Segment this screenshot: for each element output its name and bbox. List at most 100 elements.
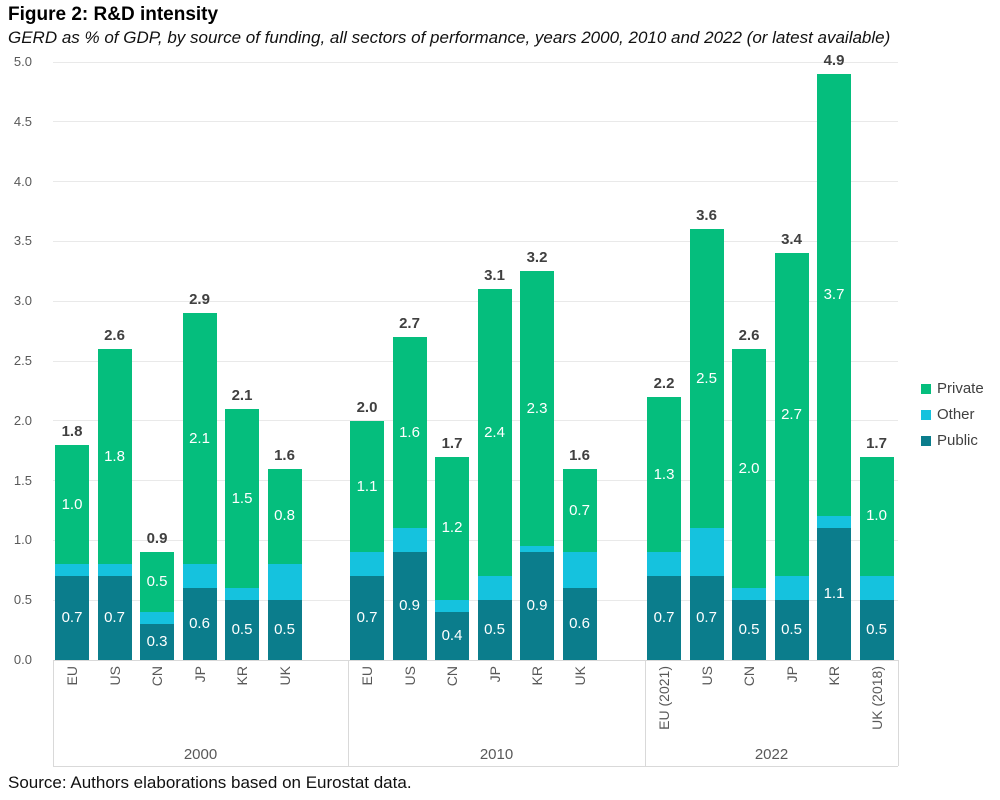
bar-private-value-label: 2.0	[738, 459, 760, 477]
bar-private-value-label: 1.3	[653, 465, 675, 483]
bar-private-value-label: 2.5	[696, 369, 717, 387]
bar-total-label: 2.7	[399, 315, 420, 333]
bar-segment-public	[562, 588, 597, 660]
bar-segment-other	[647, 552, 681, 577]
bar-private-value-label: 2.4	[484, 423, 505, 441]
country-tick-label: CN	[149, 666, 165, 687]
bar-public-value-label: 0.7	[104, 609, 125, 627]
country-tick-label: EU	[359, 666, 375, 686]
bar-public-value-label: 0.5	[738, 621, 760, 639]
bar-private-value-label: 2.1	[189, 429, 210, 447]
bar-public-value-label: 0.6	[189, 615, 210, 633]
bar-total-label: 3.2	[526, 249, 548, 267]
bar-public-value-label: 0.5	[866, 621, 887, 639]
bar-public-value-label: 1.1	[823, 585, 845, 603]
bar-private-value-label: 1.6	[399, 423, 420, 441]
y-gridline	[53, 659, 898, 661]
bar-private-value-label: 1.2	[441, 519, 463, 537]
y-tick-label: 1.5	[13, 472, 32, 488]
bar-segment-private	[562, 468, 597, 553]
group-separator	[645, 660, 646, 766]
bar-segment-public	[97, 576, 132, 660]
bar-segment-other	[267, 564, 302, 601]
bar-total-label: 1.7	[866, 434, 887, 452]
bar-segment-private	[97, 349, 132, 565]
bar-public-value-label: 0.9	[526, 597, 548, 615]
bar-public-value-label: 0.5	[274, 621, 295, 639]
bar-total-label: 0.9	[146, 530, 168, 548]
bar-segment-private	[182, 313, 217, 565]
group-separator	[53, 660, 54, 766]
bar-private-value-label: 1.0	[61, 495, 83, 513]
bar-segment-private	[55, 444, 89, 565]
bar-segment-other	[520, 546, 554, 553]
bar-segment-private	[350, 420, 384, 553]
bar-segment-private	[817, 73, 851, 517]
group-separator	[348, 660, 349, 766]
other-swatch-icon	[921, 409, 931, 420]
figure-subtitle: GERD as % of GDP, by source of funding, …	[8, 28, 891, 47]
bar-private-value-label: 1.0	[866, 507, 887, 525]
country-tick-label: JP	[191, 666, 208, 683]
bar-segment-public	[774, 600, 809, 660]
bar-private-value-label: 0.7	[569, 501, 590, 519]
y-gridline	[53, 539, 898, 541]
bar-segment-public	[267, 600, 302, 660]
bar-total-label: 1.8	[61, 422, 83, 440]
country-tick-label: CN	[444, 666, 460, 687]
y-gridline	[53, 360, 898, 362]
bar-segment-other	[477, 576, 512, 601]
y-gridline	[53, 599, 898, 601]
year-group-label: 2022	[754, 746, 789, 763]
bar-segment-public	[477, 600, 512, 660]
y-gridline	[53, 181, 898, 183]
bar-segment-public	[392, 552, 427, 660]
bar-total-label: 2.1	[231, 386, 253, 404]
bar-segment-public	[859, 600, 894, 660]
bar-public-value-label: 0.5	[231, 621, 253, 639]
y-gridline	[53, 240, 898, 242]
legend-label-other: Other	[937, 406, 975, 423]
y-tick-label: 3.0	[13, 293, 32, 309]
bar-segment-other	[182, 564, 217, 589]
y-tick-label: 5.0	[13, 54, 32, 69]
country-tick-label: US	[106, 666, 123, 686]
bar-segment-private	[267, 468, 302, 565]
country-tick-label: EU (2021)	[656, 666, 672, 730]
bar-private-value-label: 1.8	[104, 447, 125, 465]
bar-segment-other	[817, 516, 851, 529]
bar-segment-public	[732, 600, 766, 660]
bar-total-label: 3.4	[781, 231, 802, 249]
bar-segment-other	[55, 564, 89, 577]
bar-segment-private	[225, 408, 259, 589]
bar-segment-private	[140, 552, 174, 613]
bar-segment-public	[689, 576, 724, 660]
bar-segment-other	[732, 588, 766, 601]
bar-segment-public	[520, 552, 554, 660]
bar-segment-private	[520, 271, 554, 547]
bar-private-value-label: 2.3	[526, 399, 548, 417]
source-note: Source: Authors elaborations based on Eu…	[8, 773, 412, 792]
bar-segment-public	[350, 576, 384, 660]
y-gridline	[53, 61, 898, 63]
bar-segment-private	[689, 229, 724, 529]
year-group-label: 2000	[183, 746, 218, 763]
country-tick-label: UK	[571, 666, 588, 686]
bar-total-label: 2.0	[356, 398, 378, 416]
bar-segment-other	[435, 600, 469, 613]
bar-public-value-label: 0.5	[781, 621, 802, 639]
bar-segment-private	[477, 289, 512, 577]
private-swatch-icon	[921, 383, 931, 394]
legend-item-public: Public	[921, 432, 984, 449]
bar-private-value-label: 1.1	[356, 477, 378, 495]
bar-public-value-label: 0.7	[653, 609, 675, 627]
bar-segment-other	[350, 552, 384, 577]
legend-label-public: Public	[937, 432, 978, 449]
country-tick-label: KR	[826, 666, 842, 686]
bar-public-value-label: 0.6	[569, 615, 590, 633]
country-tick-label: KR	[234, 666, 250, 686]
bar-segment-public	[140, 624, 174, 660]
legend-item-other: Other	[921, 406, 984, 423]
bar-segment-public	[182, 588, 217, 660]
